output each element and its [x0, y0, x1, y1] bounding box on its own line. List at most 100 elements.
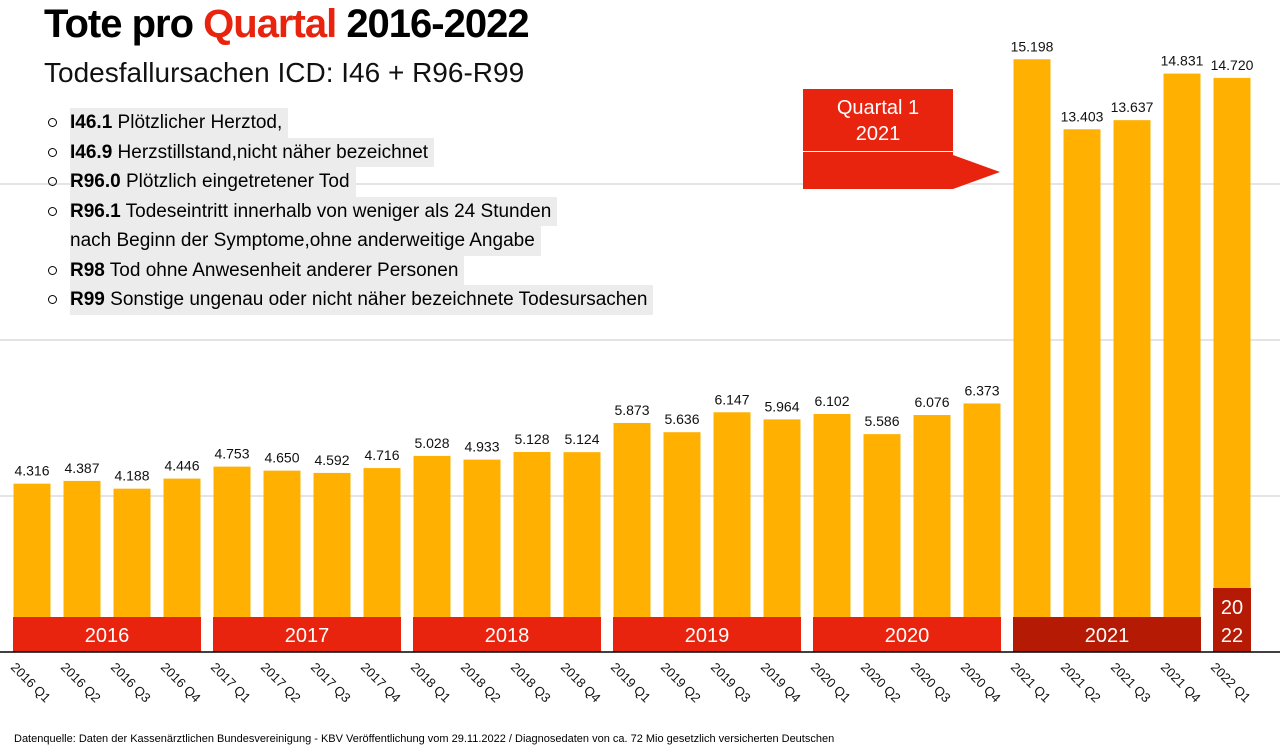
year-label: 2018 — [485, 625, 530, 647]
value-label: 14.831 — [1161, 53, 1204, 69]
item-text: Plötzlich eingetretener Tod — [125, 171, 350, 192]
bar — [613, 422, 651, 652]
bar — [963, 403, 1001, 652]
title-part: 2016-2022 — [346, 2, 529, 46]
x-tick-label: 2016 Q2 — [58, 660, 104, 706]
x-tick-label: 2017 Q4 — [358, 660, 404, 706]
x-tick-label: 2017 Q2 — [258, 660, 304, 706]
value-label: 15.198 — [1011, 38, 1054, 54]
year-label: 2020 — [885, 625, 930, 647]
year-band — [13, 617, 201, 652]
year-label: 20 — [1221, 597, 1243, 619]
year-label: 22 — [1221, 625, 1243, 647]
value-label: 6.373 — [964, 382, 999, 398]
x-tick-label: 2016 Q3 — [108, 660, 154, 706]
code-item: I46.9 Herzstillstand,nicht näher bezeich… — [48, 137, 653, 167]
value-label: 6.147 — [714, 391, 749, 407]
year-band — [613, 617, 801, 652]
item-line: R96.1 Todeseintritt innerhalb von wenige… — [70, 196, 558, 226]
value-label: 5.124 — [564, 431, 599, 447]
value-label: 13.403 — [1061, 108, 1104, 124]
value-label: 4.716 — [364, 447, 399, 463]
bar — [913, 415, 951, 652]
x-tick-label: 2021 Q4 — [1158, 660, 1204, 706]
item-code: R98 — [70, 259, 105, 281]
item-code: I46.9 — [70, 141, 113, 163]
item-text: Tod ohne Anwesenheit anderer Personen — [109, 259, 459, 281]
code-list: I46.1 Plötzlicher Herztod, I46.9 Herzstil… — [48, 108, 654, 315]
value-label: 4.592 — [314, 452, 349, 468]
value-label: 4.188 — [114, 468, 149, 484]
chart-title: Tote pro Quartal 2016-2022 — [44, 2, 530, 47]
header: Tote pro Quartal 2016-2022 Todesfallursa… — [44, 2, 530, 89]
item-text: Plötzlicher Herztod, — [117, 112, 283, 133]
year-label: 2016 — [85, 625, 130, 647]
item-code: R99 — [70, 289, 105, 310]
bar — [1063, 129, 1101, 652]
value-label: 4.316 — [14, 463, 49, 479]
value-label: 5.028 — [414, 435, 449, 451]
value-label: 5.586 — [864, 413, 899, 429]
bar — [863, 434, 901, 652]
bar — [1163, 73, 1201, 652]
year-band — [1213, 588, 1251, 652]
source: Datenquelle: Daten der Kassenärztlichen … — [14, 733, 835, 745]
x-tick-label: 2022 Q1 — [1208, 660, 1254, 706]
code-item: R96.1 Todeseintritt innerhalb von wenige… — [48, 196, 653, 256]
annotation-text: Quartal 1 — [837, 97, 919, 119]
x-tick-label: 2016 Q4 — [158, 660, 204, 706]
item-code: R96.1 — [70, 200, 121, 222]
bar — [813, 414, 851, 652]
x-tick-label: 2018 Q3 — [508, 660, 554, 706]
year-band — [213, 617, 401, 652]
value-label: 5.964 — [764, 398, 799, 414]
item-text: Sonstige ungenau oder nicht näher bezeic… — [110, 289, 648, 310]
year-label: 2017 — [285, 625, 330, 647]
value-label: 4.446 — [164, 458, 199, 474]
x-tick-label: 2019 Q3 — [708, 660, 754, 706]
title-part: Tote pro — [44, 2, 194, 46]
x-tick-label: 2017 Q3 — [308, 660, 354, 706]
item-text: Herzstillstand,nicht näher bezeichnet — [117, 141, 429, 163]
value-label: 4.753 — [214, 446, 249, 462]
item-code: R96.0 — [70, 171, 121, 192]
x-tick-label: 2020 Q4 — [958, 660, 1004, 706]
x-tick-label: 2020 Q3 — [908, 660, 954, 706]
year-label: 2019 — [685, 625, 730, 647]
bar — [1013, 59, 1051, 652]
value-label: 5.873 — [614, 402, 649, 418]
value-label: 13.637 — [1111, 99, 1154, 115]
x-tick-label: 2019 Q4 — [758, 660, 804, 706]
bar — [1213, 77, 1251, 653]
year-band — [1013, 617, 1201, 652]
bar — [713, 412, 751, 652]
x-tick-label: 2020 Q1 — [808, 660, 854, 706]
item-line: R96.0 Plötzlich eingetretener Tod — [70, 167, 356, 197]
item-line: nach Beginn der Symptome,ohne anderweiti… — [70, 226, 541, 256]
x-tick-label: 2019 Q2 — [658, 660, 704, 706]
x-tick-label: 2021 Q3 — [1108, 660, 1154, 706]
value-label: 4.933 — [464, 439, 499, 455]
annotation-text: 2021 — [856, 123, 901, 145]
x-tick-label: 2019 Q1 — [608, 660, 654, 706]
value-label: 4.387 — [64, 460, 99, 476]
value-label: 14.720 — [1211, 57, 1254, 73]
annotation-box — [803, 89, 953, 151]
code-item: R99 Sonstige ungenau oder nicht näher be… — [48, 285, 654, 315]
x-tick-label: 2021 Q2 — [1058, 660, 1104, 706]
value-label: 6.102 — [814, 393, 849, 409]
year-band — [413, 617, 601, 652]
item-code: I46.1 — [70, 112, 113, 133]
code-item: R98 Tod ohne Anwesenheit anderer Persone… — [48, 255, 653, 285]
annotation-arrow — [803, 152, 1000, 189]
value-label: 5.636 — [664, 411, 699, 427]
year-band — [813, 617, 1001, 652]
title-part: Quartal — [203, 2, 337, 46]
x-tick-label: 2017 Q1 — [208, 660, 254, 706]
item-line: I46.1 Plötzlicher Herztod, — [70, 108, 289, 138]
bar — [663, 432, 701, 652]
year-label: 2021 — [1085, 625, 1130, 647]
value-label: 6.076 — [914, 394, 949, 410]
item-text: nach Beginn der Symptome,ohne anderweiti… — [70, 230, 535, 251]
